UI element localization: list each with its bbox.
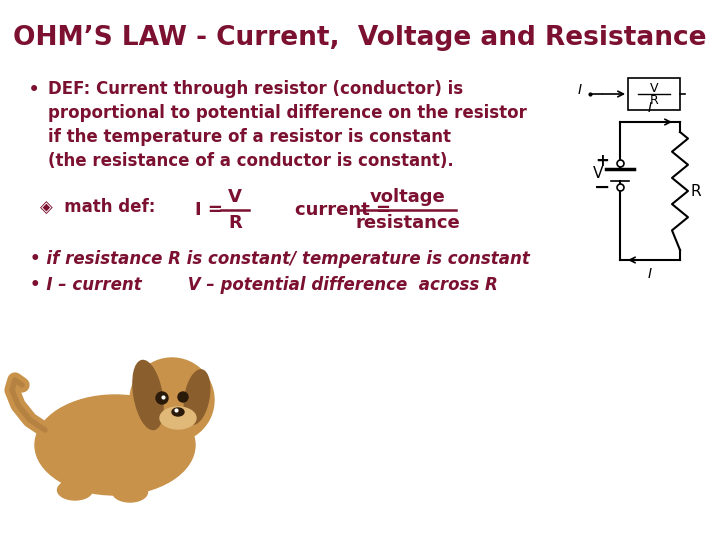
Text: V: V — [649, 82, 658, 94]
Text: R: R — [228, 214, 242, 232]
Text: I =: I = — [195, 201, 229, 219]
Text: (the resistance of a conductor is constant).: (the resistance of a conductor is consta… — [48, 152, 454, 170]
Text: proportional to potential difference on the resistor: proportional to potential difference on … — [48, 104, 527, 122]
Text: OHM’S LAW - Current,  Voltage and Resistance: OHM’S LAW - Current, Voltage and Resista… — [13, 25, 707, 51]
Bar — [628, 78, 680, 110]
Text: voltage: voltage — [370, 188, 446, 206]
Text: +: + — [595, 152, 609, 170]
Ellipse shape — [35, 395, 195, 495]
Text: R: R — [649, 94, 658, 107]
Ellipse shape — [133, 360, 163, 429]
Text: V: V — [228, 188, 242, 206]
Text: I: I — [578, 83, 582, 97]
Text: •: • — [28, 80, 40, 100]
Text: if the temperature of a resistor is constant: if the temperature of a resistor is cons… — [48, 128, 451, 146]
Ellipse shape — [160, 407, 196, 429]
Ellipse shape — [112, 482, 148, 502]
Circle shape — [130, 358, 214, 442]
Ellipse shape — [184, 370, 210, 424]
Text: I: I — [648, 101, 652, 115]
Ellipse shape — [58, 480, 92, 500]
Text: • I – current        V – potential difference  across R: • I – current V – potential difference a… — [30, 276, 498, 294]
Text: DEF: Current through resistor (conductor) is: DEF: Current through resistor (conductor… — [48, 80, 463, 98]
Text: −: − — [594, 178, 610, 197]
Text: V: V — [593, 166, 603, 181]
Text: • if resistance R is constant/ temperature is constant: • if resistance R is constant/ temperatu… — [30, 250, 530, 268]
Ellipse shape — [172, 408, 184, 416]
Text: current =: current = — [295, 201, 397, 219]
Circle shape — [178, 392, 188, 402]
Circle shape — [156, 392, 168, 404]
Text: I: I — [648, 267, 652, 281]
Text: R: R — [690, 184, 701, 199]
Text: resistance: resistance — [356, 214, 460, 232]
Text: ◈  math def:: ◈ math def: — [40, 198, 156, 216]
